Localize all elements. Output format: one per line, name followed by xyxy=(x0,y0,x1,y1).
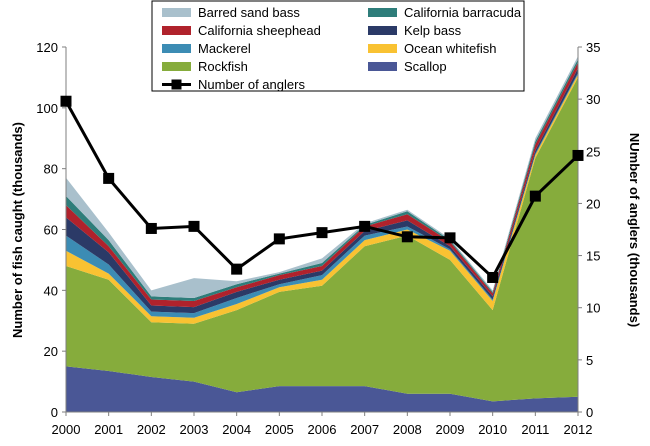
x-tick-label: 2006 xyxy=(308,422,337,437)
legend-label: California sheephead xyxy=(198,23,321,38)
legend-label: Scallop xyxy=(404,59,447,74)
y-left-tick-label: 100 xyxy=(36,101,58,116)
anglers-point xyxy=(401,231,413,243)
y-right-tick-label: 15 xyxy=(586,249,600,264)
y-right-tick-label: 25 xyxy=(586,144,600,159)
x-tick-label: 2003 xyxy=(180,422,209,437)
y-left-tick-label: 80 xyxy=(44,162,58,177)
legend-label: Mackerel xyxy=(198,41,251,56)
legend-label: Ocean whitefish xyxy=(404,41,497,56)
anglers-point xyxy=(231,263,243,275)
anglers-line-series xyxy=(60,95,584,283)
legend-box xyxy=(151,0,525,92)
y-right-axis-title: NUmber of anglers (thousands) xyxy=(627,133,642,327)
legend-swatch xyxy=(368,44,397,53)
legend-swatch xyxy=(162,26,191,35)
area-scallop xyxy=(66,366,578,412)
y-right-tick-label: 30 xyxy=(586,92,600,107)
anglers-point xyxy=(273,233,285,245)
x-tick-label: 2004 xyxy=(222,422,251,437)
y-left-tick-label: 0 xyxy=(51,405,58,420)
anglers-point xyxy=(60,95,72,107)
x-tick-label: 2007 xyxy=(350,422,379,437)
y-left-tick-label: 20 xyxy=(44,344,58,359)
anglers-line xyxy=(64,100,580,280)
anglers-point xyxy=(444,232,456,244)
x-tick-label: 2010 xyxy=(478,422,507,437)
legend-label: Rockfish xyxy=(198,59,248,74)
anglers-point xyxy=(487,271,499,283)
legend-swatch xyxy=(162,8,191,17)
legend-label: Number of anglers xyxy=(198,77,305,92)
anglers-point xyxy=(529,190,541,202)
legend: Barred sand bass California barracuda Cali… xyxy=(151,0,525,92)
legend-label: California barracuda xyxy=(404,5,522,20)
anglers-point xyxy=(572,149,584,161)
legend-label: Kelp bass xyxy=(404,23,462,38)
x-tick-label: 2008 xyxy=(393,422,422,437)
anglers-point xyxy=(359,220,371,232)
y-right-axis-ticks: 0 5 10 15 20 25 30 35 xyxy=(578,40,600,420)
x-axis-ticks: 2000 2001 2002 2003 2004 2005 2006 2007 2008 2009… xyxy=(52,412,593,437)
x-tick-label: 2011 xyxy=(521,422,549,437)
legend-swatch xyxy=(368,62,397,71)
x-tick-label: 2012 xyxy=(564,422,593,437)
area-rockfish xyxy=(66,77,578,402)
y-right-tick-label: 0 xyxy=(586,405,593,420)
y-left-axis-title: Number of fish caught (thousands) xyxy=(10,122,25,338)
legend-swatch xyxy=(162,44,191,53)
legend-swatch xyxy=(162,62,191,71)
legend-swatch xyxy=(368,26,397,35)
y-right-tick-label: 10 xyxy=(586,301,600,316)
x-tick-label: 2000 xyxy=(52,422,81,437)
y-left-tick-label: 60 xyxy=(44,223,58,238)
legend-label: Barred sand bass xyxy=(198,5,300,20)
x-tick-label: 2005 xyxy=(265,422,294,437)
legend-marker xyxy=(171,79,182,90)
y-right-tick-label: 35 xyxy=(586,40,600,55)
y-right-tick-label: 5 xyxy=(586,353,593,368)
legend-swatch xyxy=(368,8,397,17)
anglers-point xyxy=(316,227,328,239)
x-tick-label: 2001 xyxy=(94,422,123,437)
y-left-axis-ticks: 0 20 40 60 80 100 120 xyxy=(36,40,66,420)
anglers-point xyxy=(145,222,157,234)
anglers-point xyxy=(103,172,115,184)
area-california-sheephead xyxy=(66,62,578,308)
y-left-tick-label: 40 xyxy=(44,283,58,298)
y-right-tick-label: 20 xyxy=(586,196,600,211)
x-tick-label: 2002 xyxy=(137,422,166,437)
anglers-point xyxy=(188,220,200,232)
x-tick-label: 2009 xyxy=(436,422,465,437)
y-left-tick-label: 120 xyxy=(36,40,58,55)
